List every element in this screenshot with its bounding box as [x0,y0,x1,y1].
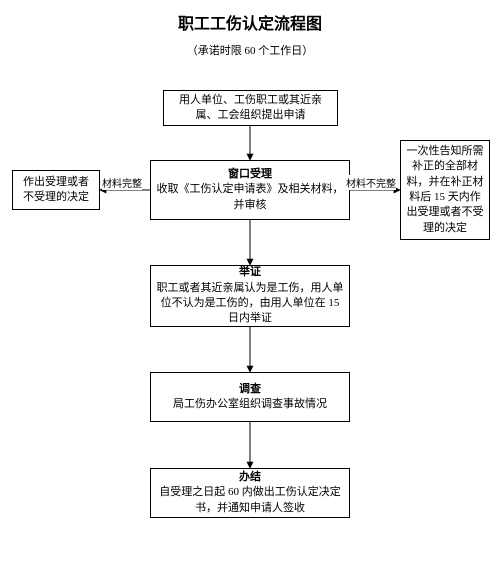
node-decide_r: 一次性告知所需补正的全部材料，并在补正材料后 15 天内作出受理或者不受理的决定 [400,140,490,240]
node-finish-title: 办结 [239,470,261,485]
edge-label-accept-decide_l: 材料完整 [102,175,142,190]
node-evidence-body: 职工或者其近亲属认为是工伤，用人单位不认为是工伤的，由用人单位在 15 日内举证 [156,281,344,327]
diagram-subtitle: （承诺时限 60 个工作日） [0,42,500,58]
node-accept: 窗口受理收取《工伤认定申请表》及相关材料，并审核 [150,160,350,220]
node-decide_l: 作出受理或者不受理的决定 [12,170,100,210]
edge-label-accept-decide_r: 材料不完整 [346,175,396,190]
node-finish-body: 自受理之日起 60 内做出工伤认定决定书，并通知申请人签收 [156,485,344,516]
diagram-title: 职工工伤认定流程图 [0,10,500,34]
node-investigate-body: 局工伤办公室组织调查事故情况 [173,397,327,412]
node-evidence-title: 举证 [239,265,261,280]
node-investigate: 调查局工伤办公室组织调查事故情况 [150,372,350,422]
node-apply: 用人单位、工伤职工或其近亲属、工会组织提出申请 [163,90,338,126]
node-decide_l-body: 作出受理或者不受理的决定 [18,175,94,206]
node-accept-body: 收取《工伤认定申请表》及相关材料，并审核 [156,182,344,213]
node-decide_r-body: 一次性告知所需补正的全部材料，并在补正材料后 15 天内作出受理或者不受理的决定 [406,144,484,236]
node-investigate-title: 调查 [239,382,261,397]
node-accept-title: 窗口受理 [228,167,272,182]
node-finish: 办结自受理之日起 60 内做出工伤认定决定书，并通知申请人签收 [150,468,350,518]
node-apply-body: 用人单位、工伤职工或其近亲属、工会组织提出申请 [169,93,332,124]
node-evidence: 举证职工或者其近亲属认为是工伤，用人单位不认为是工伤的，由用人单位在 15 日内… [150,265,350,327]
